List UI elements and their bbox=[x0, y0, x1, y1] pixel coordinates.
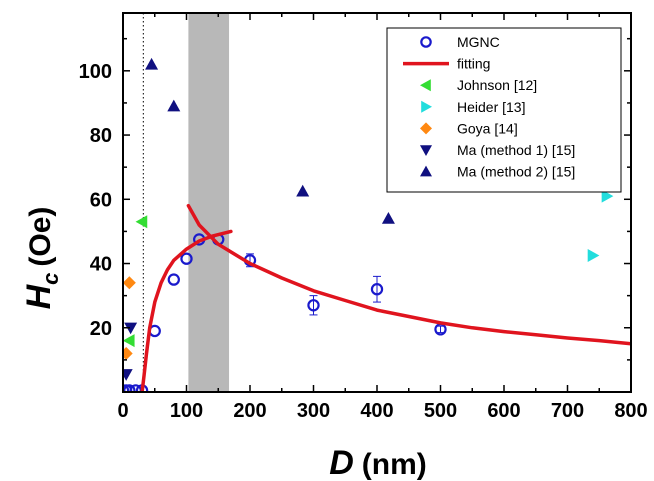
legend-swatch bbox=[420, 79, 431, 92]
y-axis-label: Hc (Oe) bbox=[20, 207, 63, 310]
legend-label: Ma (method 2) [15] bbox=[457, 164, 575, 180]
point-ma-method-2-15 bbox=[381, 212, 395, 224]
x-tick-label: 600 bbox=[487, 400, 520, 422]
y-axis-label-main: H bbox=[20, 283, 58, 309]
legend-label: fitting bbox=[457, 56, 490, 72]
x-tick-label: 300 bbox=[297, 400, 330, 422]
point-mgnc bbox=[167, 273, 180, 286]
x-tick-label: 200 bbox=[233, 400, 266, 422]
x-axis-label-main: D bbox=[329, 444, 354, 481]
legend-swatch bbox=[420, 122, 432, 135]
point-ma-method-2-15 bbox=[296, 184, 310, 197]
x-tick-label: 400 bbox=[360, 400, 393, 422]
point-ma-method-1-15 bbox=[123, 369, 133, 381]
y-tick-label: 40 bbox=[90, 254, 112, 276]
shaded-region bbox=[188, 13, 230, 392]
point-ma-method-2-15 bbox=[167, 99, 181, 112]
x-tick-label: 500 bbox=[424, 400, 457, 422]
point-heider-13 bbox=[601, 189, 614, 203]
legend-label: Goya [14] bbox=[457, 120, 518, 136]
x-tick-label: 100 bbox=[170, 400, 203, 422]
x-axis-label-unit: (nm) bbox=[362, 448, 427, 481]
legend-swatch bbox=[420, 145, 432, 156]
x-tick-label: 700 bbox=[551, 400, 584, 422]
point-mgnc bbox=[307, 299, 320, 312]
point-ma-method-2-15 bbox=[145, 57, 159, 70]
y-tick-label: 60 bbox=[90, 189, 112, 211]
x-tick-label: 0 bbox=[117, 400, 128, 422]
point-ma-method-1-15 bbox=[124, 322, 138, 335]
point-mgnc bbox=[123, 384, 136, 392]
legend: MGNC fitting Johnson [12] Heider [13] Goya [… bbox=[386, 27, 622, 193]
y-tick-label: 100 bbox=[79, 61, 112, 83]
point-goya-14 bbox=[123, 276, 136, 290]
point-johnson-12 bbox=[123, 334, 135, 348]
point-johnson-12 bbox=[135, 215, 148, 229]
point-mgnc bbox=[370, 283, 384, 296]
legend-label: MGNC bbox=[457, 34, 500, 50]
legend-swatch bbox=[420, 36, 432, 48]
y-axis-label-unit: (Oe) bbox=[24, 207, 57, 267]
plot-area bbox=[123, 13, 631, 392]
fit-curve-2 bbox=[186, 203, 631, 346]
point-mgnc bbox=[180, 252, 193, 265]
legend-label: Johnson [12] bbox=[457, 77, 537, 93]
fit-curve-1 bbox=[140, 229, 233, 392]
axis-ticks: 0 100 200 300 400 500 600 700 800 20 40 60 80 100 bbox=[79, 12, 648, 422]
y-axis-label-sub: c bbox=[38, 273, 63, 285]
x-axis-label: D (nm) bbox=[329, 444, 427, 481]
x-tick-label: 800 bbox=[614, 400, 647, 422]
legend-swatch bbox=[421, 100, 432, 113]
point-goya-14 bbox=[123, 346, 133, 360]
point-heider-13 bbox=[587, 248, 600, 262]
legend-label: Heider [13] bbox=[457, 99, 525, 115]
y-tick-label: 20 bbox=[90, 318, 112, 340]
legend-label: Ma (method 1) [15] bbox=[457, 142, 575, 158]
legend-swatch bbox=[420, 165, 432, 177]
y-tick-label: 80 bbox=[90, 125, 112, 147]
